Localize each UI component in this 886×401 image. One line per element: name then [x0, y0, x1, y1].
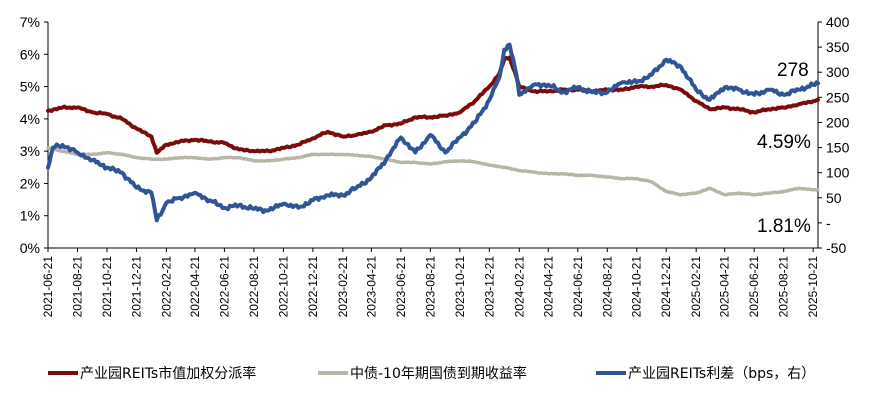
right-tick-label: 300 — [826, 64, 850, 80]
legend-label: 产业园REITs市值加权分派率 — [80, 365, 256, 382]
series-lines — [46, 42, 820, 223]
x-tick-label: 2021-08-21 — [70, 256, 84, 318]
x-tick-label: 2023-04-21 — [364, 256, 378, 318]
right-tick-label: 350 — [826, 39, 850, 55]
left-tick-label: 2% — [20, 175, 40, 191]
x-tick-label: 2022-02-21 — [159, 256, 173, 318]
annotations: 278 4.59% 1.81% — [757, 60, 811, 237]
axes: 0%1%2%3%4%5%6%7%-50-50100150200250300350… — [20, 14, 850, 317]
right-tick-label: 100 — [826, 165, 850, 181]
left-tick-label: 7% — [20, 14, 40, 30]
end-value-label: 1.81% — [757, 216, 811, 237]
x-tick-label: 2022-12-21 — [306, 256, 320, 318]
x-tick-label: 2023-10-21 — [453, 256, 467, 318]
right-tick-label: 400 — [826, 14, 850, 30]
legend-label: 产业园REITs利差（bps，右） — [628, 366, 815, 382]
x-tick-label: 2023-06-21 — [394, 256, 408, 318]
left-tick-label: 1% — [20, 208, 40, 224]
x-tick-label: 2025-06-21 — [747, 256, 761, 318]
x-tick-label: 2025-04-21 — [718, 256, 732, 318]
legend-item: 产业园REITs市值加权分派率 — [48, 365, 256, 382]
end-value-label: 278 — [777, 60, 809, 81]
x-tick-label: 2024-12-21 — [659, 256, 673, 318]
left-tick-label: 4% — [20, 111, 40, 127]
left-tick-label: 5% — [20, 79, 40, 95]
x-tick-label: 2024-08-21 — [600, 256, 614, 318]
x-tick-label: 2023-12-21 — [482, 256, 496, 318]
left-tick-label: 0% — [20, 240, 40, 256]
x-tick-label: 2023-02-21 — [336, 256, 350, 318]
x-tick-label: 2024-04-21 — [541, 256, 555, 318]
series-line-2 — [46, 42, 820, 223]
legend-item: 中债-10年期国债到期收益率 — [318, 365, 527, 382]
x-tick-label: 2022-04-21 — [188, 256, 202, 318]
legend-label: 中债-10年期国债到期收益率 — [350, 365, 527, 382]
left-tick-label: 6% — [20, 46, 40, 62]
x-tick-label: 2025-02-21 — [689, 256, 703, 318]
series-line-0 — [46, 55, 820, 155]
x-tick-label: 2025-08-21 — [777, 256, 791, 318]
right-tick-label: 200 — [826, 114, 850, 130]
x-tick-label: 2024-10-21 — [630, 256, 644, 318]
x-tick-label: 2024-06-21 — [571, 256, 585, 318]
x-tick-label: 2021-10-21 — [100, 256, 114, 318]
x-tick-label: 2022-10-21 — [276, 256, 290, 318]
left-tick-label: 3% — [20, 143, 40, 159]
right-tick-label: - — [826, 215, 831, 231]
x-tick-label: 2025-10-21 — [806, 256, 820, 318]
right-tick-label: 150 — [826, 140, 850, 156]
x-tick-label: 2021-12-21 — [129, 256, 143, 318]
legend-item: 产业园REITs利差（bps，右） — [596, 366, 815, 382]
series-line-1 — [46, 146, 820, 197]
right-tick-label: 250 — [826, 89, 850, 105]
x-tick-label: 2021-06-21 — [41, 256, 55, 318]
x-tick-label: 2022-08-21 — [247, 256, 261, 318]
right-tick-label: 50 — [826, 190, 842, 206]
x-tick-label: 2023-08-21 — [423, 256, 437, 318]
legend: 产业园REITs市值加权分派率 中债-10年期国债到期收益率 产业园REITs利差（… — [48, 365, 815, 382]
x-tick-label: 2022-06-21 — [217, 256, 231, 318]
right-tick-label: -50 — [826, 240, 846, 256]
end-value-label: 4.59% — [757, 132, 811, 153]
x-tick-label: 2024-02-21 — [512, 256, 526, 318]
